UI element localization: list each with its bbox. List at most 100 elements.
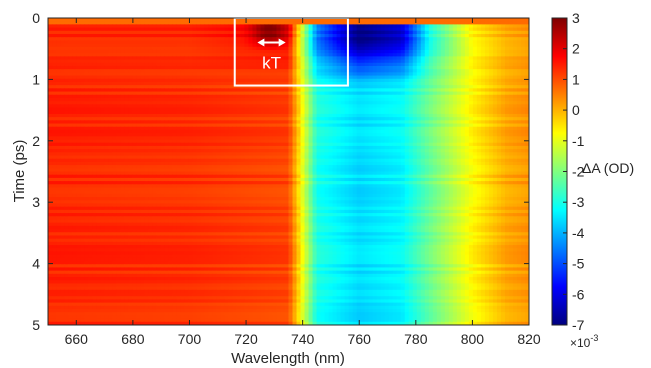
heatmap-cell	[92, 62, 97, 67]
heatmap-cell	[436, 43, 442, 48]
heatmap-cell	[208, 62, 213, 67]
heatmap-cell	[464, 27, 470, 32]
heatmap-cell	[212, 33, 217, 38]
heatmap-cell	[304, 85, 310, 89]
heatmap-cell	[288, 65, 294, 70]
heatmap-cell	[224, 97, 229, 102]
heatmap-cell	[488, 117, 494, 121]
heatmap-cell	[328, 81, 334, 86]
heatmap-cell	[264, 43, 270, 48]
heatmap-cell	[424, 65, 430, 70]
heatmap-cell	[420, 33, 426, 38]
heatmap-cell	[200, 72, 205, 77]
heatmap-cell	[328, 107, 334, 112]
heatmap-cell	[512, 117, 518, 121]
heatmap-cell	[368, 123, 374, 128]
heatmap-cell	[172, 107, 177, 112]
heatmap-cell	[172, 117, 177, 121]
heatmap-cell	[300, 107, 306, 112]
heatmap-cell	[284, 53, 290, 57]
heatmap-cell	[92, 120, 97, 125]
heatmap-cell	[56, 46, 61, 51]
heatmap-cell	[408, 49, 414, 54]
heatmap-cell	[48, 133, 53, 137]
heatmap-cell	[248, 72, 254, 77]
heatmap-cell	[188, 94, 193, 99]
heatmap-cell	[504, 81, 510, 86]
heatmap-cell	[212, 120, 217, 125]
heatmap-cell	[176, 62, 181, 67]
heatmap-cell	[220, 33, 225, 38]
heatmap-cell	[68, 129, 73, 134]
heatmap-cell	[248, 75, 254, 80]
heatmap-cell	[388, 97, 394, 102]
heatmap-cell	[292, 30, 298, 35]
heatmap-cell	[328, 101, 334, 105]
heatmap-cell	[508, 62, 514, 67]
heatmap-cell	[388, 33, 394, 38]
heatmap-cell	[104, 30, 109, 35]
heatmap-cell	[232, 94, 237, 99]
heatmap-cell	[212, 126, 217, 131]
heatmap-cell	[444, 69, 450, 73]
heatmap-cell	[496, 129, 502, 134]
heatmap-cell	[356, 59, 362, 64]
heatmap-cell	[164, 62, 169, 67]
heatmap-cell	[132, 21, 137, 25]
heatmap-cell	[68, 21, 73, 25]
heatmap-cell	[444, 97, 450, 102]
heatmap-cell	[260, 59, 266, 64]
heatmap-cell	[320, 43, 326, 48]
heatmap-cell	[76, 88, 81, 93]
heatmap-cell	[460, 120, 466, 125]
heatmap-cell	[368, 18, 374, 22]
heatmap-cell	[412, 129, 418, 134]
heatmap-cell	[304, 101, 310, 105]
heatmap-cell	[96, 18, 101, 22]
heatmap-cell	[292, 33, 298, 38]
heatmap-cell	[424, 72, 430, 77]
heatmap-cell	[476, 56, 482, 61]
heatmap-cell	[500, 62, 506, 67]
heatmap-cell	[372, 30, 378, 35]
heatmap-cell	[512, 113, 518, 118]
heatmap-cell	[196, 129, 201, 134]
heatmap-cell	[124, 30, 129, 35]
heatmap-cell	[320, 30, 326, 35]
heatmap-cell	[264, 85, 270, 89]
heatmap-cell	[360, 78, 366, 83]
heatmap-cell	[520, 40, 526, 45]
heatmap-cell	[224, 21, 229, 25]
heatmap-cell	[124, 107, 129, 112]
heatmap-cell	[248, 107, 254, 112]
heatmap-cell	[240, 101, 246, 105]
heatmap-cell	[352, 110, 358, 115]
heatmap-cell	[400, 97, 406, 102]
heatmap-cell	[144, 46, 149, 51]
heatmap-cell	[120, 18, 125, 22]
heatmap-cell	[488, 104, 494, 109]
heatmap-cell	[132, 72, 137, 77]
heatmap-cell	[460, 40, 466, 45]
heatmap-cell	[336, 49, 342, 54]
heatmap-cell	[56, 37, 61, 41]
heatmap-cell	[388, 78, 394, 83]
heatmap-cell	[208, 18, 213, 22]
heatmap-cell	[292, 133, 298, 137]
heatmap-cell	[328, 113, 334, 118]
heatmap-cell	[300, 94, 306, 99]
heatmap-cell	[400, 18, 406, 22]
heatmap-cell	[128, 30, 133, 35]
heatmap-cell	[520, 46, 526, 51]
heatmap-cell	[464, 91, 470, 96]
heatmap-cell	[144, 126, 149, 131]
heatmap-cell	[52, 40, 57, 45]
heatmap-cell	[96, 91, 101, 96]
heatmap-cell	[320, 110, 326, 115]
heatmap-cell	[100, 133, 105, 137]
heatmap-cell	[396, 123, 402, 128]
heatmap-cell	[448, 97, 454, 102]
heatmap-cell	[356, 30, 362, 35]
heatmap-cell	[304, 59, 310, 64]
heatmap-cell	[56, 81, 61, 86]
